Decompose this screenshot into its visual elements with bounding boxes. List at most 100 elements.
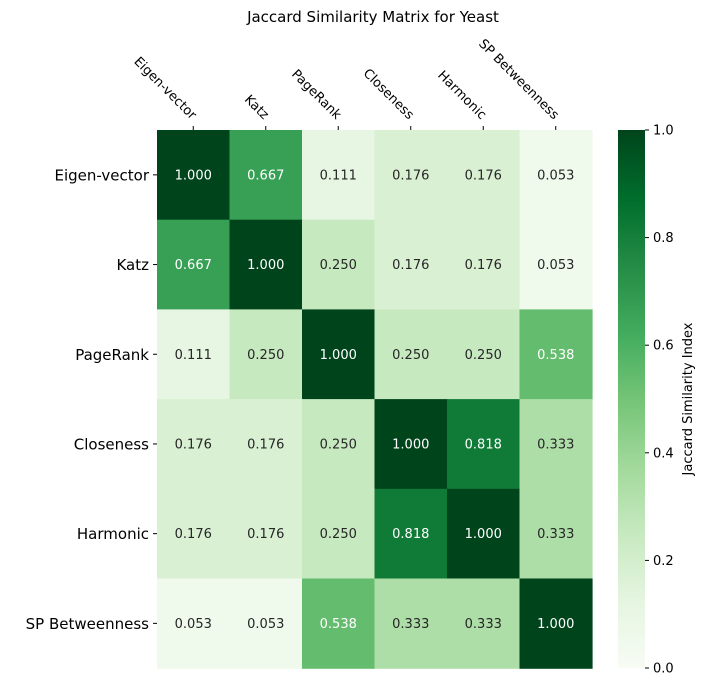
heatmap-cell bbox=[157, 578, 231, 669]
colorbar-tick-label: 0.0 bbox=[653, 662, 674, 677]
column-axis: Eigen-vector Katz PageRank Closeness Harmoni… bbox=[131, 37, 562, 130]
cell-value-label: 0.053 bbox=[175, 617, 212, 632]
cell-value-label: 1.000 bbox=[465, 527, 502, 542]
cell-value-label: 1.000 bbox=[392, 437, 429, 452]
heatmap-cell bbox=[447, 488, 521, 580]
row-axis: Eigen-vector Katz PageRank Closeness Harmoni… bbox=[26, 166, 157, 633]
heatmap-cell bbox=[157, 488, 231, 580]
heatmap-cell bbox=[374, 130, 448, 221]
cell-value-label: 1.000 bbox=[320, 348, 357, 363]
column-tick-label: SP Betweenness bbox=[475, 37, 561, 123]
cell-value-label: 0.818 bbox=[465, 437, 502, 452]
row-tick-label: PageRank bbox=[75, 346, 149, 364]
cell-value-label: 0.176 bbox=[392, 258, 429, 273]
row-tick-label: Closeness bbox=[74, 435, 149, 453]
cell-value-label: 0.053 bbox=[247, 617, 284, 632]
column-tick-label: PageRank bbox=[288, 67, 344, 123]
cell-value-label: 0.333 bbox=[465, 617, 502, 632]
cell-value-label: 0.333 bbox=[537, 527, 574, 542]
cell-value-label: 0.053 bbox=[537, 168, 574, 183]
heatmap-cell bbox=[519, 219, 593, 310]
cell-value-label: 1.000 bbox=[247, 258, 284, 273]
column-tick-label: Closeness bbox=[360, 66, 417, 123]
cell-value-label: 0.250 bbox=[320, 527, 357, 542]
cell-value-label: 0.250 bbox=[247, 348, 284, 363]
cell-value-label: 1.000 bbox=[537, 617, 574, 632]
row-tick-label: Eigen-vector bbox=[55, 166, 150, 184]
heatmap-cell bbox=[302, 219, 376, 310]
heatmap-cell bbox=[302, 399, 376, 490]
heatmap-cell bbox=[374, 399, 448, 490]
heatmap-cell bbox=[519, 399, 593, 490]
cell-value-label: 0.250 bbox=[392, 348, 429, 363]
heatmap-cell bbox=[229, 578, 303, 669]
colorbar-gradient bbox=[618, 130, 645, 668]
column-tick-label: Eigen-vector bbox=[131, 54, 200, 123]
cell-annotations: 1.000 0.667 0.111 0.176 0.176 0.053 0.667 1.000… bbox=[175, 168, 575, 631]
row-tick-label: Harmonic bbox=[77, 525, 149, 543]
cell-value-label: 0.053 bbox=[537, 258, 574, 273]
heatmap-cell bbox=[229, 309, 303, 400]
cell-value-label: 0.176 bbox=[175, 437, 212, 452]
colorbar-ticks: 0.0 0.2 0.4 0.6 0.8 1.0 bbox=[645, 124, 674, 677]
heatmap-cell bbox=[447, 309, 521, 400]
heatmap-cell bbox=[229, 130, 303, 221]
cell-value-label: 0.538 bbox=[537, 348, 574, 363]
colorbar-tick-label: 0.6 bbox=[653, 339, 674, 354]
cell-value-label: 0.667 bbox=[247, 168, 284, 183]
heatmap-cell bbox=[374, 578, 448, 669]
heatmap-cell bbox=[157, 130, 231, 221]
heatmap-cell bbox=[447, 578, 521, 669]
heatmap-cell bbox=[519, 488, 593, 580]
cell-value-label: 0.538 bbox=[320, 617, 357, 632]
heatmap-cell bbox=[229, 219, 303, 310]
heatmap-cell bbox=[519, 130, 593, 221]
cell-value-label: 0.111 bbox=[320, 168, 357, 183]
heatmap-cell bbox=[447, 399, 521, 490]
cell-value-label: 0.176 bbox=[247, 437, 284, 452]
heatmap-cell bbox=[157, 399, 231, 490]
heatmap-cell bbox=[519, 578, 593, 669]
colorbar-tick-label: 0.8 bbox=[653, 231, 674, 246]
chart-title: Jaccard Similarity Matrix for Yeast bbox=[246, 8, 499, 26]
heatmap-cell bbox=[157, 309, 231, 400]
cell-value-label: 0.818 bbox=[392, 527, 429, 542]
cell-value-label: 0.176 bbox=[247, 527, 284, 542]
heatmap-cell bbox=[229, 488, 303, 580]
cell-value-label: 0.176 bbox=[392, 168, 429, 183]
heatmap-cell bbox=[302, 130, 376, 221]
cell-value-label: 0.176 bbox=[465, 168, 502, 183]
row-tick-label: Katz bbox=[116, 256, 149, 274]
cell-value-label: 0.250 bbox=[465, 348, 502, 363]
heatmap-cells bbox=[157, 130, 593, 669]
column-tick-label: Harmonic bbox=[434, 68, 489, 123]
heatmap-cell bbox=[302, 578, 376, 669]
cell-value-label: 0.176 bbox=[465, 258, 502, 273]
heatmap-cell bbox=[374, 309, 448, 400]
cell-value-label: 0.250 bbox=[320, 437, 357, 452]
colorbar-tick-label: 1.0 bbox=[653, 124, 674, 139]
heatmap-cell bbox=[519, 309, 593, 400]
heatmap-cell bbox=[447, 130, 521, 221]
cell-value-label: 0.333 bbox=[537, 437, 574, 452]
heatmap-cell bbox=[302, 488, 376, 580]
cell-value-label: 1.000 bbox=[175, 168, 212, 183]
row-tick-label: SP Betweenness bbox=[26, 615, 150, 633]
heatmap-cell bbox=[157, 219, 231, 310]
heatmap-cell bbox=[229, 399, 303, 490]
cell-value-label: 0.250 bbox=[320, 258, 357, 273]
colorbar: 0.0 0.2 0.4 0.6 0.8 1.0 Jaccard Similarity In… bbox=[618, 124, 696, 677]
heatmap-cell bbox=[447, 219, 521, 310]
colorbar-label: Jaccard Similarity Index bbox=[681, 322, 696, 476]
column-tick-label: Katz bbox=[241, 92, 272, 123]
colorbar-tick-label: 0.4 bbox=[653, 446, 674, 461]
colorbar-tick-label: 0.2 bbox=[653, 554, 674, 569]
heatmap-cell bbox=[374, 488, 448, 580]
cell-value-label: 0.176 bbox=[175, 527, 212, 542]
cell-value-label: 0.667 bbox=[175, 258, 212, 273]
heatmap-cell bbox=[374, 219, 448, 310]
heatmap-cell bbox=[302, 309, 376, 400]
cell-value-label: 0.333 bbox=[392, 617, 429, 632]
cell-value-label: 0.111 bbox=[175, 348, 212, 363]
